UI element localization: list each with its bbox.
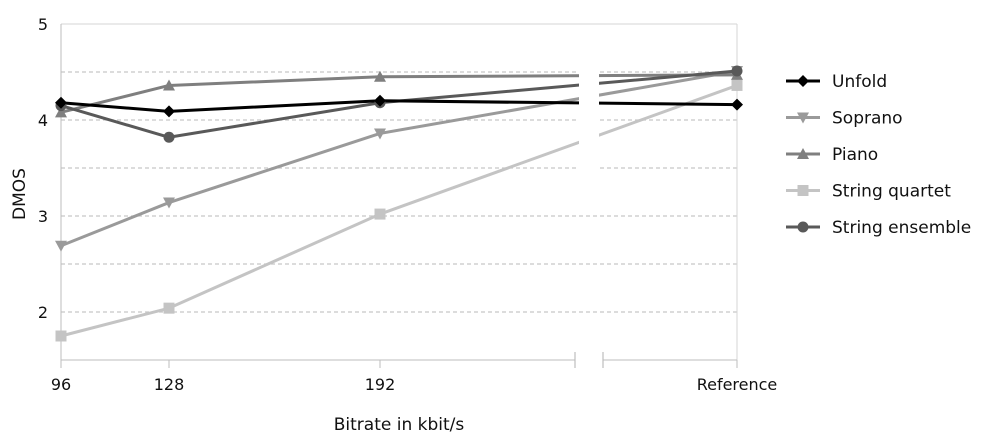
- data-point: [797, 112, 809, 124]
- y-axis-label: DMOS: [10, 168, 30, 220]
- legend-label: String quartet: [832, 182, 951, 202]
- series-line: [60, 84, 738, 338]
- data-point: [731, 65, 743, 77]
- legend-label: Soprano: [832, 109, 903, 129]
- data-point: [797, 185, 809, 196]
- legend-item: Soprano: [786, 109, 903, 129]
- data-point: [55, 106, 67, 118]
- x-tick-label: 96: [51, 375, 71, 394]
- y-tick-label: 3: [38, 207, 48, 226]
- series-markers: [55, 65, 743, 342]
- data-point: [797, 221, 809, 233]
- tick-labels: 2 3 4 5 96 128 192 Reference: [38, 15, 777, 394]
- y-tick-label: 4: [38, 111, 48, 130]
- legend-item: String ensemble: [786, 218, 971, 238]
- x-axis-label: Bitrate in kbit/s: [334, 415, 465, 434]
- x-tick-label: 192: [365, 375, 396, 394]
- data-point: [163, 302, 175, 314]
- data-point: [731, 79, 743, 91]
- series-line: [60, 99, 738, 113]
- data-point: [55, 330, 67, 342]
- axis-break: [579, 69, 599, 179]
- data-point: [55, 96, 67, 109]
- legend-item: String quartet: [786, 182, 951, 202]
- legend-label: Piano: [832, 145, 878, 165]
- data-point: [163, 79, 175, 91]
- data-point: [797, 148, 809, 159]
- series-lines: [60, 69, 738, 338]
- data-point: [374, 94, 386, 107]
- gridlines: [61, 23, 737, 313]
- series-line: [60, 73, 738, 114]
- y-tick-label: 2: [38, 303, 48, 322]
- legend-label: Unfold: [832, 72, 887, 92]
- x-tick-label: 128: [154, 375, 185, 394]
- x-tick-label: Reference: [697, 375, 778, 394]
- legend: Unfold Soprano Piano String quartet String e…: [786, 72, 971, 238]
- axes: [60, 24, 738, 368]
- axis-break-band: [579, 69, 599, 179]
- series-line: [60, 69, 738, 248]
- legend-item: Unfold: [786, 72, 887, 92]
- data-point: [55, 240, 67, 252]
- data-point: [374, 208, 386, 220]
- legend-item: Piano: [786, 145, 878, 165]
- legend-label: String ensemble: [832, 218, 971, 238]
- data-point: [797, 75, 809, 87]
- data-point: [163, 105, 175, 118]
- y-tick-label: 5: [38, 15, 48, 34]
- data-point: [163, 197, 175, 209]
- series-line: [60, 69, 738, 139]
- data-point: [374, 70, 386, 82]
- data-point: [163, 131, 175, 143]
- data-point: [374, 128, 386, 140]
- data-point: [731, 98, 743, 111]
